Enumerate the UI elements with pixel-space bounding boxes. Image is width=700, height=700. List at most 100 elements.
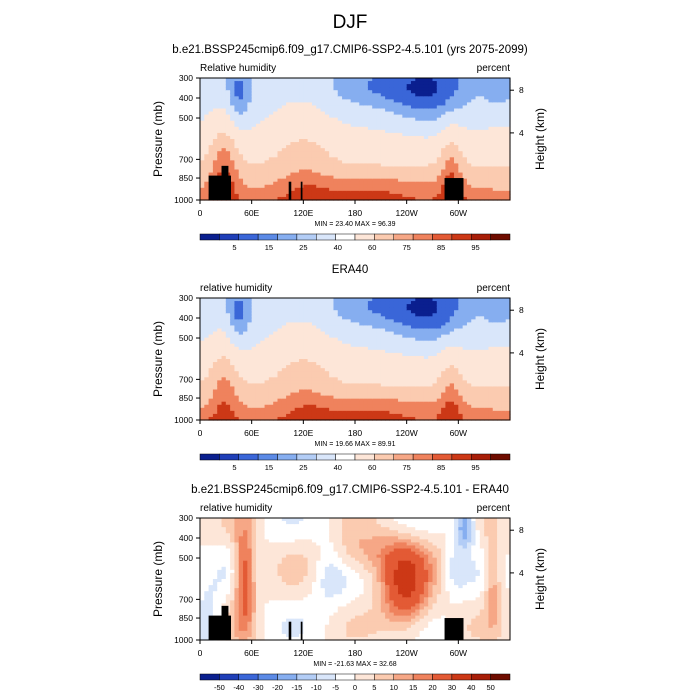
field-cell [200, 298, 205, 302]
field-cell [406, 120, 412, 125]
field-cell [238, 398, 244, 403]
field-cell [342, 196, 347, 201]
colorbar-swatch [238, 233, 259, 241]
field-cell [389, 298, 395, 302]
field-cell [449, 148, 455, 152]
field-cell [346, 413, 352, 418]
field-cell [212, 307, 218, 311]
field-cell [320, 120, 326, 125]
field-cell [316, 301, 322, 305]
field-cell [458, 160, 464, 164]
field-cell [255, 99, 261, 103]
field-cell [346, 322, 352, 327]
field-cell [208, 135, 214, 140]
field-cell [454, 81, 459, 85]
field-cell [415, 307, 421, 311]
field-cell [492, 142, 498, 146]
field-cell [247, 389, 253, 394]
field-cell [212, 322, 218, 327]
field-cell [350, 392, 356, 397]
field-cell [363, 334, 369, 339]
field-cell [320, 392, 326, 397]
field-cell [367, 325, 373, 330]
field-cell [329, 377, 335, 381]
field-cell [320, 319, 326, 323]
field-cell [290, 81, 296, 85]
field-cell [393, 129, 399, 134]
field-cell [372, 193, 378, 198]
field-cell [355, 334, 360, 339]
field-cell [398, 84, 403, 88]
field-cell [268, 392, 274, 397]
field-cell [277, 386, 283, 391]
field-cell [273, 184, 279, 189]
field-cell [393, 81, 399, 85]
field-cell [217, 166, 223, 171]
field-cell [251, 383, 257, 388]
field-cell [234, 365, 240, 369]
field-cell [445, 78, 451, 82]
field-cell [471, 87, 477, 91]
field-cell [372, 126, 378, 131]
field-cell [264, 395, 270, 400]
field-cell [281, 154, 287, 158]
field-cell [441, 87, 447, 91]
field-cell [372, 325, 378, 330]
field-cell [363, 386, 369, 391]
field-cell [286, 337, 292, 342]
field-cell [398, 401, 403, 406]
field-cell [243, 316, 248, 320]
field-cell [385, 322, 391, 327]
field-cell [200, 145, 205, 149]
field-cell [402, 154, 408, 158]
field-cell [260, 359, 266, 363]
field-cell [247, 81, 253, 85]
field-cell [346, 148, 352, 152]
field-cell [355, 416, 360, 421]
field-cell [505, 93, 511, 97]
field-cell [471, 93, 477, 97]
field-cell [458, 99, 464, 103]
field-cell [410, 322, 416, 327]
field-cell [337, 105, 343, 110]
field-cell [255, 102, 261, 107]
field-cell [208, 316, 214, 320]
field-cell [324, 105, 330, 110]
field-cell [428, 142, 434, 146]
field-cell [419, 96, 425, 100]
field-cell [204, 187, 210, 192]
field-cell [497, 172, 502, 177]
field-cell [247, 93, 253, 97]
field-cell [406, 169, 412, 174]
field-cell [329, 313, 335, 317]
field-cell [415, 132, 421, 137]
field-cell [217, 310, 223, 314]
field-cell [432, 96, 438, 100]
field-cell [385, 392, 391, 397]
field-cell [311, 404, 317, 409]
field-cell [294, 325, 300, 330]
field-cell [380, 163, 386, 168]
field-cell [255, 349, 261, 354]
field-cell [316, 340, 322, 345]
field-cell [342, 129, 347, 134]
field-cell [471, 154, 477, 158]
field-cell [299, 178, 304, 183]
colorbar-swatch [335, 233, 356, 241]
field-cell [410, 84, 416, 88]
field-cell [436, 123, 442, 128]
field-cell [367, 175, 373, 180]
field-cell [410, 368, 416, 372]
field-cell [367, 319, 373, 323]
field-cell [367, 193, 373, 198]
field-cell [238, 359, 244, 363]
field-cell [380, 313, 386, 317]
field-cell [393, 96, 399, 100]
field-cell [217, 145, 223, 149]
field-cell [329, 135, 335, 140]
field-cell [234, 151, 240, 155]
field-cell [337, 87, 343, 91]
field-cell [311, 310, 317, 314]
field-cell [268, 193, 274, 198]
field-cell [355, 404, 360, 409]
